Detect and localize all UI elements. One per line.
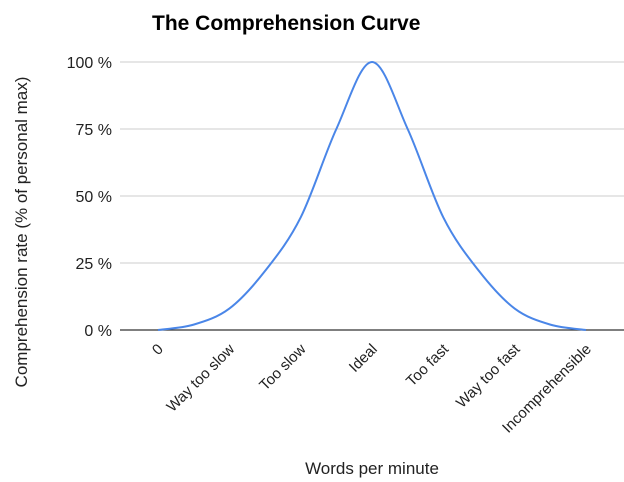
x-axis-label: Words per minute bbox=[305, 459, 439, 478]
x-tick-label: Way too slow bbox=[163, 341, 238, 416]
y-axis-label: Comprehension rate (% of personal max) bbox=[12, 77, 31, 388]
gridlines bbox=[120, 61, 624, 331]
y-tick-labels: 0 % 25 % 50 % 75 % 100 % bbox=[67, 55, 112, 340]
x-tick-label: Too slow bbox=[256, 341, 309, 394]
y-tick-label: 25 % bbox=[76, 256, 112, 273]
x-tick-label: Way too fast bbox=[453, 340, 524, 411]
x-tick-label: Too fast bbox=[403, 340, 453, 390]
y-tick-label: 50 % bbox=[76, 189, 112, 206]
x-tick-label: 0 bbox=[149, 341, 167, 359]
series-lines bbox=[157, 60, 587, 331]
chart-title: The Comprehension Curve bbox=[152, 12, 420, 35]
y-tick-label: 0 % bbox=[84, 323, 112, 340]
y-tick-label: 100 % bbox=[67, 55, 112, 72]
y-tick-label: 75 % bbox=[76, 122, 112, 139]
x-tick-label: Ideal bbox=[346, 341, 381, 376]
comprehension-curve-line bbox=[157, 60, 587, 331]
